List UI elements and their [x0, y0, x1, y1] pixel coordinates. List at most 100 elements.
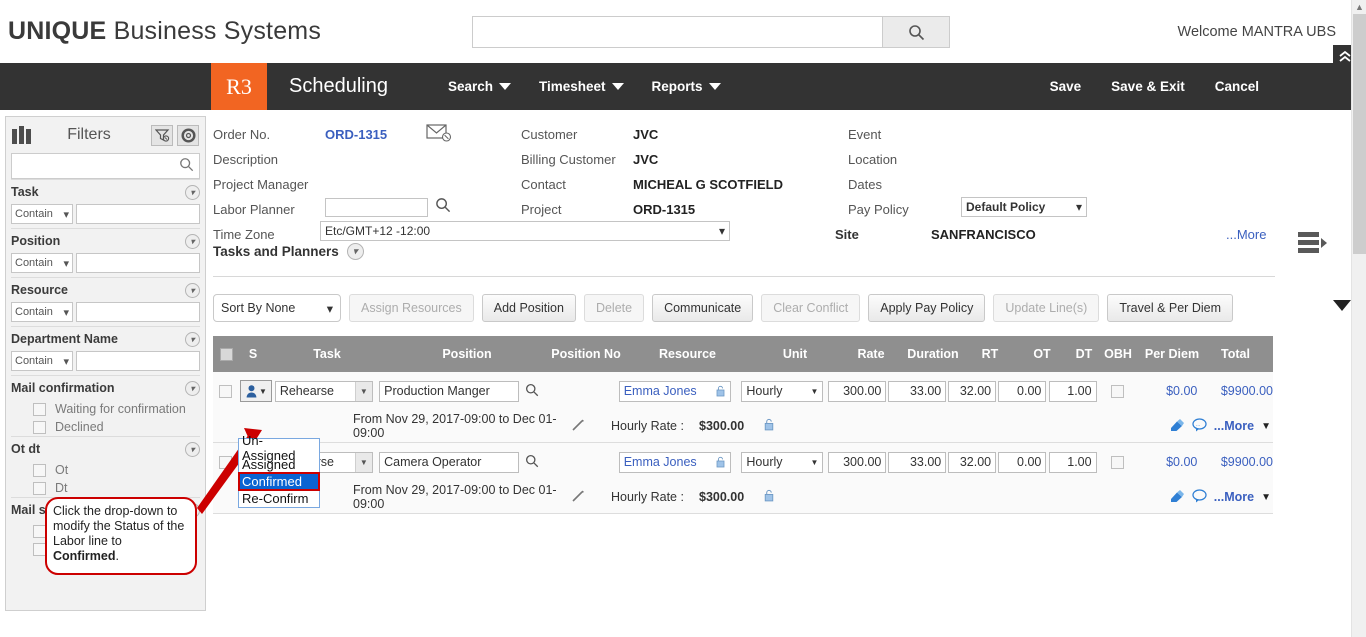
nav-item-search[interactable]: Search — [448, 79, 511, 94]
scroll-up-icon[interactable]: ▲ — [1355, 2, 1364, 12]
filter-operator-select[interactable]: Contain ▾ — [11, 253, 73, 273]
status-option-un-assigned[interactable]: Un-Assigned — [242, 432, 296, 463]
rt-cell[interactable]: 32.00 — [948, 380, 998, 402]
detail-lock-icon[interactable] — [763, 489, 793, 505]
filter-value-input[interactable] — [76, 204, 200, 224]
assign-resources-button[interactable]: Assign Resources — [349, 294, 474, 322]
rate-input[interactable]: 300.00 — [828, 451, 887, 473]
clear-conflict-button[interactable]: Clear Conflict — [761, 294, 861, 322]
search-button[interactable] — [882, 16, 950, 48]
rt-cell[interactable]: 32.00 — [948, 451, 998, 473]
status-dropdown-menu[interactable]: Un-Assigned Assigned Confirmed Re-Confir… — [238, 432, 320, 508]
comment-icon[interactable] — [1192, 488, 1207, 506]
comment-icon[interactable]: ... — [1192, 417, 1207, 435]
status-dropdown-button[interactable]: ▼ — [238, 380, 275, 402]
chevron-down-icon[interactable]: ▾ — [346, 243, 364, 260]
filter-checkbox-row[interactable]: Declined — [11, 418, 200, 436]
communicate-button[interactable]: Communicate — [652, 294, 754, 322]
row-more-link[interactable]: ...More — [1213, 419, 1255, 433]
sidebar-search-input[interactable] — [12, 154, 179, 178]
global-search[interactable] — [472, 16, 950, 48]
status-option-confirmed[interactable]: Confirmed — [238, 472, 320, 491]
filter-checkbox-row[interactable]: Waiting for confirmation — [11, 400, 200, 418]
filter-checkbox-row[interactable]: Ot — [11, 461, 200, 479]
detail-lock-icon[interactable] — [763, 418, 793, 434]
rate-input[interactable]: 300.00 — [828, 380, 887, 402]
duration-cell[interactable]: 33.00 — [888, 380, 948, 402]
filter-checkbox-row[interactable]: Dt — [11, 479, 200, 497]
nav-item-reports[interactable]: Reports — [652, 79, 721, 94]
filter-settings-button[interactable] — [177, 124, 199, 146]
checkbox[interactable] — [33, 463, 46, 477]
pay-policy-select[interactable]: Default Policy ▾ — [961, 197, 1087, 217]
select-all-cell[interactable] — [213, 347, 239, 361]
position-cell[interactable]: Camera Operator — [379, 451, 541, 473]
duration-input[interactable]: 33.00 — [888, 380, 947, 402]
row-select-cell[interactable] — [213, 384, 238, 398]
filter-operator-select[interactable]: Contain ▾ — [11, 302, 73, 322]
status-button-inner[interactable]: ▼ — [240, 380, 273, 402]
tasks-and-planners-section[interactable]: Tasks and Planners ▾ — [213, 243, 364, 260]
obh-checkbox[interactable] — [1110, 455, 1124, 469]
cancel-button[interactable]: Cancel — [1214, 79, 1259, 94]
chevron-down-icon[interactable]: ▾ — [185, 282, 200, 298]
chevron-down-icon[interactable]: ▼ — [1261, 491, 1271, 503]
apply-pay-policy-button[interactable]: Apply Pay Policy — [868, 294, 986, 322]
sort-by-select[interactable]: Sort By None ▾ — [213, 294, 341, 322]
filter-value-input[interactable] — [76, 302, 200, 322]
edit-pencil-icon[interactable] — [563, 418, 589, 435]
dt-input[interactable]: 1.00 — [1048, 451, 1097, 473]
right-panel-toggle[interactable] — [1298, 232, 1327, 253]
ot-cell[interactable]: 0.00 — [998, 451, 1048, 473]
lock-icon[interactable] — [715, 456, 726, 468]
resource-input[interactable]: Emma Jones — [618, 380, 731, 402]
row-checkbox[interactable] — [219, 455, 233, 469]
rate-cell[interactable]: 300.00 — [828, 451, 888, 473]
unit-cell[interactable]: Hourly ▼ — [741, 451, 828, 473]
chevron-down-icon[interactable]: ▾ — [185, 233, 200, 249]
labor-planner-search-icon[interactable] — [435, 197, 451, 216]
scrollbar-thumb[interactable] — [1353, 14, 1366, 254]
chevron-down-icon[interactable]: ▾ — [185, 380, 200, 396]
email-icon[interactable] — [426, 122, 452, 145]
obh-cell[interactable] — [1099, 455, 1136, 469]
eraser-icon[interactable] — [1170, 418, 1185, 435]
labor-planner-input[interactable] — [325, 198, 428, 217]
lock-icon[interactable] — [715, 385, 726, 397]
toolbar-expand-caret[interactable] — [1333, 300, 1351, 311]
ot-input[interactable]: 0.00 — [998, 451, 1047, 473]
eraser-icon[interactable] — [1170, 489, 1185, 506]
delete-button[interactable]: Delete — [583, 294, 645, 322]
duration-cell[interactable]: 33.00 — [888, 451, 948, 473]
unit-cell[interactable]: Hourly ▼ — [741, 380, 828, 402]
checkbox[interactable] — [33, 481, 46, 495]
duration-input[interactable]: 33.00 — [888, 451, 947, 473]
travel-per-diem-button[interactable]: Travel & Per Diem — [1107, 294, 1233, 322]
unit-select[interactable]: Hourly ▼ — [741, 451, 824, 473]
unit-select[interactable]: Hourly ▼ — [741, 380, 824, 402]
edit-pencil-icon[interactable] — [563, 489, 589, 506]
r3-logo[interactable]: R3 — [211, 63, 267, 110]
checkbox[interactable] — [33, 420, 46, 434]
field-value-order-no[interactable]: ORD-1315 — [325, 127, 388, 142]
resource-input[interactable]: Emma Jones — [618, 451, 731, 473]
position-search-icon[interactable] — [519, 454, 539, 471]
position-cell[interactable]: Production Manger — [379, 380, 541, 402]
dt-cell[interactable]: 1.00 — [1048, 451, 1099, 473]
rate-cell[interactable]: 300.00 — [828, 380, 888, 402]
sidebar-search[interactable] — [11, 153, 200, 179]
row-checkbox[interactable] — [219, 384, 233, 398]
checkbox[interactable] — [33, 402, 46, 416]
search-input[interactable] — [472, 16, 882, 48]
obh-checkbox[interactable] — [1110, 384, 1124, 398]
dt-input[interactable]: 1.00 — [1048, 380, 1097, 402]
position-input[interactable]: Camera Operator — [379, 451, 520, 473]
ot-cell[interactable]: 0.00 — [998, 380, 1048, 402]
position-input[interactable]: Production Manger — [379, 380, 520, 402]
more-link[interactable]: ...More — [1226, 227, 1267, 242]
resource-cell[interactable]: Emma Jones — [618, 451, 742, 473]
filter-value-input[interactable] — [76, 253, 200, 273]
resource-cell[interactable]: Emma Jones — [618, 380, 742, 402]
filter-operator-select[interactable]: Contain ▾ — [11, 204, 73, 224]
save-button[interactable]: Save — [1049, 79, 1082, 94]
